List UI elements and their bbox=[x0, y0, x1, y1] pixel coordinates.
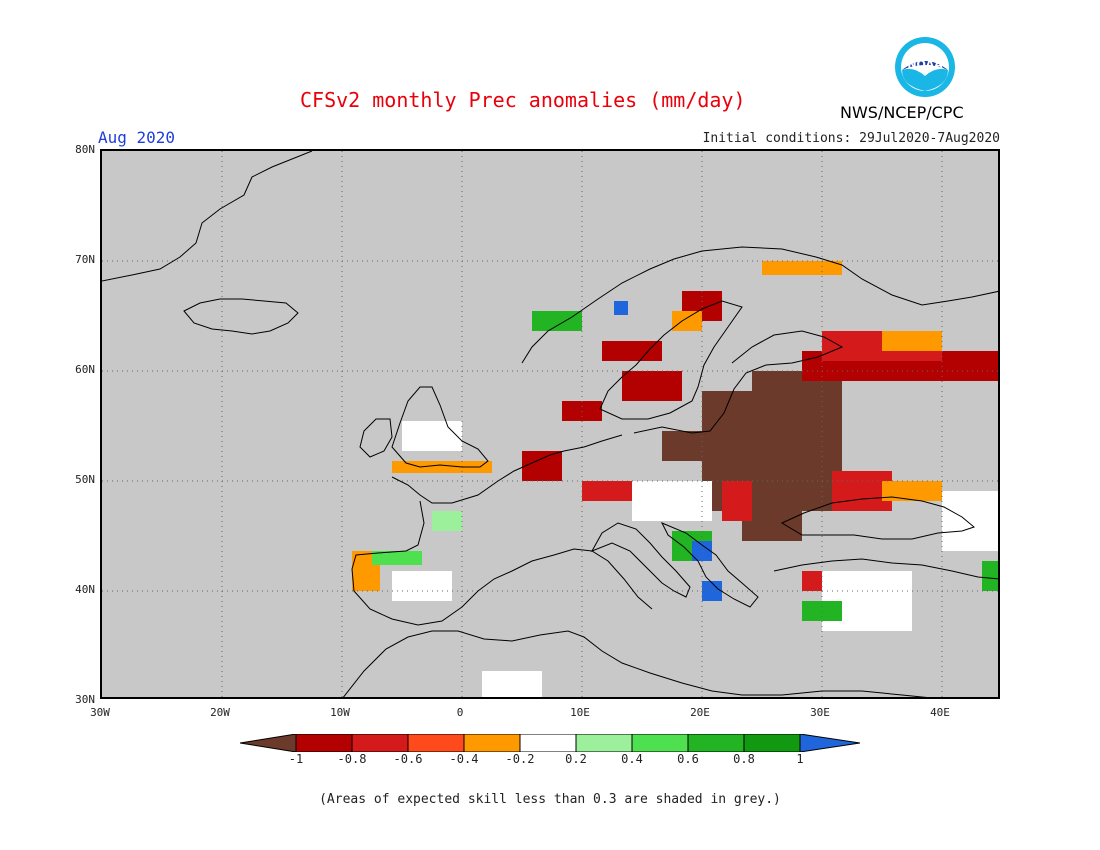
colorbar-label: -0.6 bbox=[393, 752, 423, 766]
lon-label: 40E bbox=[930, 706, 950, 719]
lat-label: 50N bbox=[75, 473, 95, 486]
colorbar-label: -1 bbox=[288, 752, 304, 766]
colorbar-label: 1 bbox=[796, 752, 804, 766]
anomaly-cell bbox=[522, 451, 562, 481]
anomaly-cell bbox=[482, 671, 542, 697]
anomaly-cell bbox=[622, 371, 682, 401]
colorbar-low-arrow bbox=[240, 734, 297, 752]
coastlines bbox=[102, 151, 998, 697]
lat-label: 80N bbox=[75, 143, 95, 156]
lat-label: 40N bbox=[75, 583, 95, 596]
colorbar bbox=[240, 734, 860, 752]
skill-footnote: (Areas of expected skill less than 0.3 a… bbox=[319, 792, 781, 807]
anomaly-cell bbox=[614, 301, 628, 315]
anomaly-cell bbox=[392, 571, 452, 601]
colorbar-segment bbox=[631, 734, 689, 752]
colorbar-segment bbox=[351, 734, 409, 752]
lat-label: 30N bbox=[75, 693, 95, 706]
anomaly-cell bbox=[372, 551, 422, 565]
lat-label: 60N bbox=[75, 363, 95, 376]
anomaly-cell bbox=[882, 481, 942, 501]
anomaly-cell bbox=[432, 511, 462, 531]
colorbar-label: -0.2 bbox=[505, 752, 535, 766]
colorbar-label: -0.4 bbox=[449, 752, 479, 766]
svg-text:NOAA: NOAA bbox=[907, 58, 943, 71]
anomaly-cell bbox=[582, 481, 642, 501]
colorbar-segment bbox=[295, 734, 353, 752]
anomaly-cell bbox=[762, 261, 842, 275]
lon-label: 20W bbox=[210, 706, 230, 719]
map-title: CFSv2 monthly Prec anomalies (mm/day) bbox=[300, 88, 746, 112]
anomaly-map bbox=[100, 149, 1000, 699]
lon-label: 30E bbox=[810, 706, 830, 719]
anomaly-cell bbox=[942, 491, 998, 551]
anomaly-cell bbox=[402, 421, 462, 451]
anomaly-cell bbox=[602, 341, 662, 361]
anomaly-cell bbox=[392, 461, 492, 473]
anomaly-cells bbox=[352, 261, 998, 697]
anomaly-cell bbox=[632, 481, 712, 521]
colorbar-segment bbox=[407, 734, 465, 752]
colorbar-label: 0.8 bbox=[733, 752, 755, 766]
initial-conditions: Initial conditions: 29Jul2020-7Aug2020 bbox=[702, 131, 1000, 146]
colorbar-label: 0.4 bbox=[621, 752, 643, 766]
agency-label: NWS/NCEP/CPC bbox=[840, 103, 964, 122]
lon-label: 30W bbox=[90, 706, 110, 719]
colorbar-label: 0.6 bbox=[677, 752, 699, 766]
colorbar-segment bbox=[575, 734, 633, 752]
anomaly-cell bbox=[672, 311, 702, 331]
forecast-month: Aug 2020 bbox=[98, 128, 176, 147]
lon-label: 20E bbox=[690, 706, 710, 719]
colorbar-segment bbox=[463, 734, 521, 752]
lon-label: 0 bbox=[456, 706, 464, 719]
anomaly-cell bbox=[722, 481, 752, 521]
anomaly-cell bbox=[982, 561, 998, 591]
colorbar-label: 0.2 bbox=[565, 752, 587, 766]
anomaly-cell bbox=[882, 331, 942, 351]
lat-label: 70N bbox=[75, 253, 95, 266]
colorbar-segment bbox=[519, 734, 577, 752]
colorbar-segment bbox=[743, 734, 801, 752]
anomaly-cell bbox=[532, 311, 582, 331]
lon-label: 10W bbox=[330, 706, 350, 719]
anomaly-cell bbox=[662, 431, 722, 461]
colorbar-label: -0.8 bbox=[337, 752, 367, 766]
colorbar-segment bbox=[687, 734, 745, 752]
noaa-logo-icon: NOAA bbox=[895, 37, 955, 97]
colorbar-high-arrow bbox=[799, 734, 860, 752]
lon-label: 10E bbox=[570, 706, 590, 719]
